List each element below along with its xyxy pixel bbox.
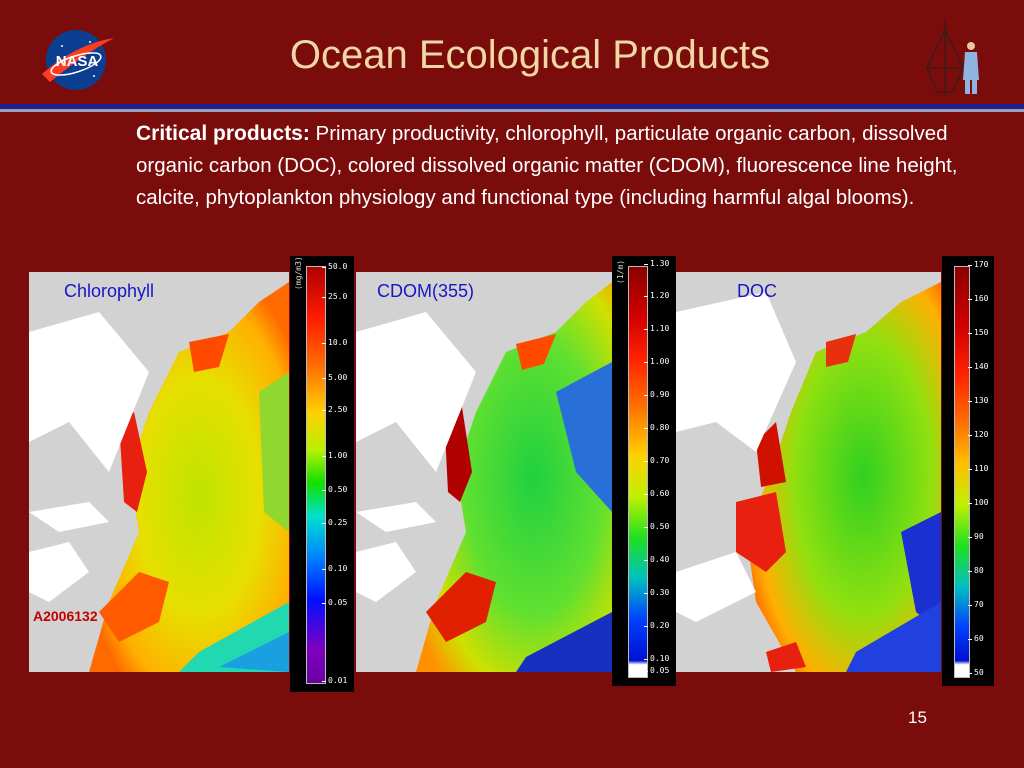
- date-tag: A2006132: [33, 608, 98, 624]
- doc-tick: 150: [967, 328, 989, 337]
- doc-map: [676, 272, 941, 672]
- chlorophyll-tick: 0.50: [321, 485, 348, 494]
- cdom-map: [356, 272, 612, 672]
- chlorophyll-tick: 0.10: [321, 564, 348, 573]
- chlorophyll-label: Chlorophyll: [64, 281, 155, 301]
- doc-tick: 170: [967, 260, 989, 269]
- cdom-tick: 0.40: [643, 555, 670, 564]
- body-text: Critical products: Primary productivity,…: [136, 118, 996, 214]
- doc-colorbar: 170 160 150 140 130 120 110 100 90 80 70…: [942, 256, 994, 686]
- cdom-tick: 0.90: [643, 390, 670, 399]
- chlorophyll-tick: 0.25: [321, 518, 348, 527]
- cdom-tick: 0.20: [643, 621, 670, 630]
- cdom-unit: (1/m): [616, 259, 625, 284]
- cdom-tick: 1.30: [643, 259, 670, 268]
- doc-tick: 130: [967, 396, 989, 405]
- doc-tick: 120: [967, 430, 989, 439]
- cdom-tick: 0.50: [643, 522, 670, 531]
- cdom-tick: 1.00: [643, 357, 670, 366]
- cdom-tick: 0.10: [643, 654, 670, 663]
- body-content: Primary productivity, chlorophyll, parti…: [136, 122, 958, 209]
- title-divider: [0, 104, 1024, 112]
- chlorophyll-tick: 25.0: [321, 292, 348, 301]
- body-lead: Critical products:: [136, 122, 310, 145]
- doc-tick: 60: [968, 634, 984, 643]
- chlorophyll-tick: 10.0: [321, 338, 348, 347]
- nasa-logo: NASA: [42, 30, 114, 90]
- scientist-instrument-icon: [926, 20, 979, 96]
- chlorophyll-tick: 2.50: [321, 405, 348, 414]
- cdom-tick: 0.60: [643, 489, 670, 498]
- doc-tick: 50: [968, 668, 984, 677]
- cdom-tick: 0.30: [643, 588, 670, 597]
- doc-tick: 110: [967, 464, 989, 473]
- chlorophyll-tick: 0.05: [321, 598, 348, 607]
- cdom-colorbar: (1/m) 1.30 1.20 1.10 1.00 0.90 0.80 0.70…: [612, 256, 676, 686]
- chlorophyll-tick: 5.00: [321, 373, 348, 382]
- doc-tick: 70: [968, 600, 984, 609]
- cdom-tick: 0.70: [643, 456, 670, 465]
- doc-tick: 100: [967, 498, 989, 507]
- doc-tick: 90: [968, 532, 984, 541]
- doc-tick: 80: [968, 566, 984, 575]
- doc-label: DOC: [737, 281, 777, 301]
- cdom-tick: 0.05: [643, 666, 670, 675]
- cdom-label: CDOM(355): [377, 281, 475, 301]
- cdom-tick: 0.80: [643, 423, 670, 432]
- chlorophyll-unit: (mg/m3): [294, 256, 303, 290]
- nasa-logo-text: NASA: [56, 53, 99, 70]
- chlorophyll-tick: 50.0: [321, 262, 348, 271]
- slide-title: Ocean Ecological Products: [289, 33, 771, 77]
- chlorophyll-tick: 1.00: [321, 451, 348, 460]
- page-number: 15: [908, 708, 927, 727]
- cdom-tick: 1.20: [643, 291, 670, 300]
- chlorophyll-tick: 0.01: [321, 676, 348, 685]
- chlorophyll-colorbar: (mg/m3) 50.0 25.0 10.0 5.00 2.50 1.00 0.…: [290, 256, 354, 692]
- doc-tick: 160: [967, 294, 989, 303]
- chlorophyll-map: [29, 272, 289, 672]
- cdom-tick: 1.10: [643, 324, 670, 333]
- doc-tick: 140: [967, 362, 989, 371]
